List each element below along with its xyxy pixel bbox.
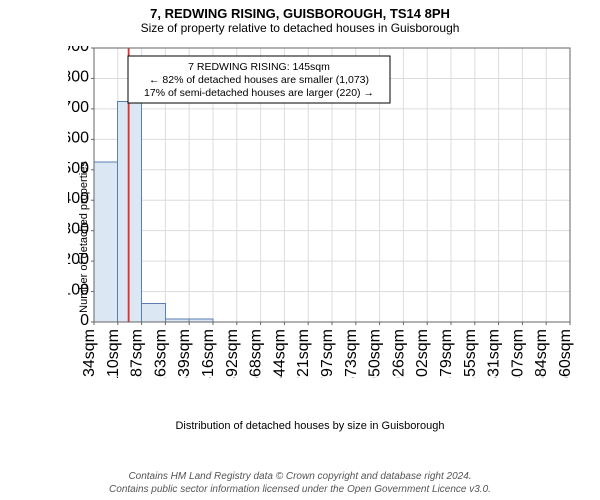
x-tick-label: 110sqm — [105, 329, 122, 378]
histogram-svg: 0 100 200 300 400 500 600 700 800 900 34sqm 110sqm 1… — [68, 46, 574, 378]
annotation-line: ← 82% of detached houses are smaller (1,… — [149, 74, 369, 86]
x-tick-label: 1331sqm — [486, 329, 503, 378]
x-tick-label: 34sqm — [81, 329, 98, 377]
x-tick-label: 1026sqm — [390, 329, 407, 378]
x-tick-label: 1179sqm — [438, 329, 455, 378]
x-axis-label: Distribution of detached houses by size … — [30, 420, 590, 432]
x-tick-label: 492sqm — [224, 329, 241, 378]
y-tick-label: 900 — [68, 46, 89, 55]
x-tick-label: 873sqm — [343, 329, 360, 378]
x-tick-label: 1484sqm — [533, 329, 550, 378]
title-sub: Size of property relative to detached ho… — [0, 21, 600, 39]
x-tick-label: 644sqm — [271, 329, 288, 378]
plot-region: 0 100 200 300 400 500 600 700 800 900 34sqm 110sqm 1… — [68, 46, 574, 378]
x-tick-label: 339sqm — [176, 329, 193, 378]
footer-attribution: Contains HM Land Registry data © Crown c… — [0, 471, 600, 496]
x-tick-label: 263sqm — [152, 329, 169, 378]
y-tick-label: 300 — [68, 221, 89, 238]
x-tick-label: 1255sqm — [462, 329, 479, 378]
histogram-bar — [94, 162, 118, 322]
annotation-box: 7 REDWING RISING: 145sqm← 82% of detache… — [128, 56, 390, 103]
annotation-line: 7 REDWING RISING: 145sqm — [188, 61, 330, 73]
footer-line1: Contains HM Land Registry data © Crown c… — [128, 471, 471, 482]
footer-line2: Contains public sector information licen… — [109, 484, 491, 495]
x-tick-label: 1102sqm — [414, 329, 431, 378]
y-tick-label: 100 — [68, 282, 89, 299]
y-tick-label: 400 — [68, 190, 89, 207]
y-tick-label: 700 — [68, 99, 89, 116]
histogram-bar — [118, 101, 142, 322]
title-main: 7, REDWING RISING, GUISBOROUGH, TS14 8PH — [0, 0, 600, 21]
y-tick-label: 600 — [68, 129, 89, 146]
y-tick-label: 500 — [68, 160, 89, 177]
annotation-line: 17% of semi-detached houses are larger (… — [144, 87, 374, 99]
x-tick-label: 1407sqm — [509, 329, 526, 378]
x-tick-label: 721sqm — [295, 329, 312, 378]
x-tick-label: 950sqm — [367, 329, 384, 378]
x-tick-label: 568sqm — [248, 329, 265, 378]
histogram-bar — [142, 304, 166, 322]
x-tick-label: 797sqm — [319, 329, 336, 378]
x-tick-label: 416sqm — [200, 329, 217, 378]
x-tick-label: 1560sqm — [557, 329, 574, 378]
y-tick-label: 200 — [68, 251, 89, 268]
y-tick-label: 800 — [68, 68, 89, 85]
chart-area: Number of detached properties 0100200300… — [30, 42, 590, 432]
y-tick-label: 0 — [80, 312, 89, 329]
x-tick-label: 187sqm — [129, 329, 146, 378]
